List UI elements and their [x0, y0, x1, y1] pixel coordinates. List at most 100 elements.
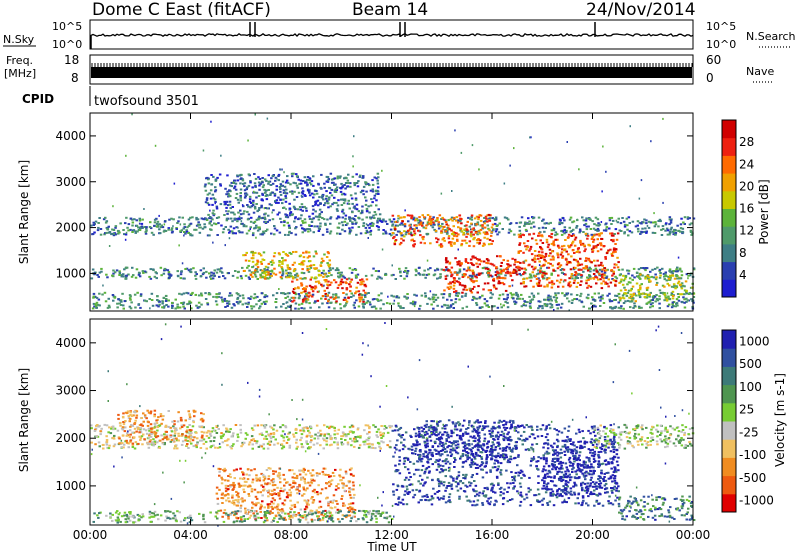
velocity-cell — [129, 418, 132, 420]
power-cell — [289, 183, 292, 185]
power-cell — [267, 278, 270, 280]
power-cell — [585, 267, 588, 269]
power-cell — [600, 296, 603, 298]
power-cell — [276, 189, 279, 191]
velocity-cell — [137, 443, 140, 445]
power-cell — [344, 194, 347, 196]
power-cell — [186, 226, 189, 228]
power-cell — [245, 275, 248, 277]
power-cell — [651, 276, 654, 278]
power-cell — [362, 225, 365, 227]
power-cell — [652, 232, 655, 234]
power-cell — [464, 240, 467, 242]
velocity-cell — [363, 443, 366, 445]
power-cell — [633, 302, 636, 304]
power-cell — [93, 296, 96, 298]
power-cell — [570, 217, 573, 219]
power-cell — [569, 219, 572, 221]
power-cell — [608, 293, 611, 295]
power-cell — [167, 269, 170, 271]
power-cell — [347, 180, 350, 182]
power-cell — [626, 229, 629, 231]
power-cell — [209, 216, 212, 218]
power-cell — [233, 227, 236, 229]
power-cell — [446, 233, 449, 235]
velocity-cell — [175, 438, 178, 440]
power-cell — [314, 276, 317, 278]
power-cell — [562, 255, 565, 257]
velocity-cell — [269, 435, 272, 437]
velocity-cell — [163, 433, 166, 435]
power-cell — [294, 216, 297, 218]
power-cell — [583, 224, 586, 226]
power-cell — [480, 220, 483, 222]
velocity-cell — [342, 431, 345, 433]
power-cell — [309, 260, 312, 262]
power-cell — [659, 307, 662, 309]
power-cell — [338, 276, 341, 278]
power-cell — [402, 220, 405, 222]
power-cell — [324, 202, 327, 204]
power-cell — [346, 288, 349, 290]
velocity-cell — [200, 447, 203, 449]
power-cell — [394, 228, 397, 230]
power-cell — [112, 270, 115, 272]
power-cell — [450, 230, 453, 232]
power-cell — [532, 271, 535, 273]
power-cell — [288, 275, 291, 277]
power-cell — [253, 227, 256, 229]
velocity-cell — [142, 412, 145, 414]
power-cell — [467, 262, 470, 264]
velocity-cell — [131, 415, 134, 417]
power-cell — [249, 206, 252, 208]
power-cell — [436, 241, 439, 243]
power-cell — [308, 216, 311, 218]
power-cell — [206, 197, 209, 199]
power-cell — [355, 234, 358, 236]
power-cell — [379, 308, 382, 310]
power-cell — [619, 299, 622, 301]
power-cell — [402, 240, 405, 242]
power-cell — [540, 267, 543, 269]
velocity-cell — [380, 425, 383, 427]
power-cell — [243, 270, 246, 272]
power-cell — [553, 296, 556, 298]
power-cell — [385, 221, 388, 223]
power-cell — [156, 272, 159, 274]
power-cell — [681, 274, 684, 276]
velocity-data — [90, 322, 695, 527]
power-cell — [322, 260, 325, 262]
power-cell — [498, 298, 501, 300]
power-cell — [120, 301, 123, 303]
power-cell — [626, 218, 629, 220]
power-cell — [217, 269, 220, 271]
power-cell — [177, 275, 180, 277]
power-cell — [392, 215, 395, 217]
velocity-cell — [188, 436, 191, 438]
power-cell — [399, 243, 402, 245]
power-cell — [303, 256, 306, 258]
power-cell — [474, 257, 477, 259]
power-cell — [279, 272, 282, 274]
power-cell — [453, 285, 456, 287]
power-cell — [278, 212, 281, 214]
power-cell — [284, 297, 287, 299]
velocity-cell — [108, 447, 111, 449]
power-cell — [441, 223, 444, 225]
power-cell — [663, 299, 666, 301]
power-cell — [312, 197, 315, 199]
power-cell — [472, 288, 475, 290]
power-cell — [598, 265, 601, 267]
power-cell — [237, 271, 240, 273]
power-cell — [314, 204, 317, 206]
power-cell — [272, 183, 275, 185]
power-cell — [463, 268, 466, 270]
power-cell — [318, 306, 321, 308]
power-cell — [682, 231, 685, 233]
power-cell — [293, 262, 296, 264]
power-cell — [612, 240, 615, 242]
power-cell — [484, 302, 487, 304]
power-colorbar-segment — [722, 209, 736, 227]
power-cell — [295, 251, 298, 253]
power-cell — [518, 269, 521, 271]
